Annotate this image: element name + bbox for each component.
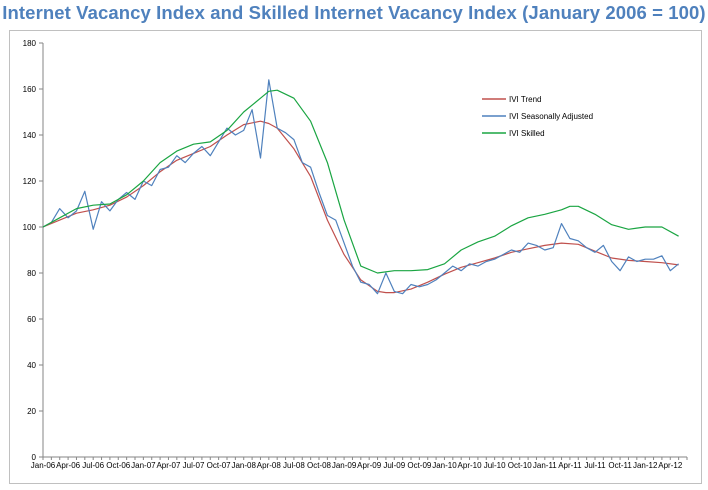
series-lines (42, 79, 679, 295)
x-tick-label: Oct-10 (508, 461, 533, 470)
x-tick-label: Jul-06 (82, 461, 104, 470)
legend: IVI Trend IVI Seasonally Adjusted IVI Skil… (482, 95, 593, 138)
x-tick-label: Apr-06 (56, 461, 81, 470)
y-tick-label: 120 (23, 177, 37, 186)
y-tick-label: 80 (27, 269, 36, 278)
x-tick-label: Apr-12 (658, 461, 683, 470)
chart-frame: 0 20 40 60 80 100 120 140 160 180 Jan-06 Apr-06 Jul… (9, 30, 702, 484)
x-tick-label: Jan-08 (231, 461, 256, 470)
x-tick-label: Jul-07 (183, 461, 205, 470)
x-tick-label: Apr-10 (458, 461, 483, 470)
y-tick-label: 100 (23, 223, 37, 232)
x-tick-label: Jan-10 (432, 461, 457, 470)
series-line-ivi-skilled (42, 89, 679, 274)
x-tick-label: Oct-11 (608, 461, 632, 470)
x-tick-label: Oct-08 (307, 461, 332, 470)
x-tick-label: Apr-09 (357, 461, 382, 470)
series-line-ivi-trend (42, 120, 679, 294)
y-axis-ticks: 0 20 40 60 80 100 120 140 160 180 (23, 39, 43, 462)
x-tick-label: Oct-06 (106, 461, 131, 470)
y-tick-label: 140 (23, 131, 37, 140)
x-tick-label: Jan-07 (131, 461, 156, 470)
chart-title: Internet Vacancy Index and Skilled Inter… (2, 2, 706, 23)
x-tick-label: Jan-11 (533, 461, 557, 470)
y-tick-label: 160 (23, 85, 37, 94)
legend-label-ivi-trend: IVI Trend (509, 95, 541, 104)
x-tick-label: Apr-08 (257, 461, 282, 470)
x-tick-label: Oct-09 (407, 461, 432, 470)
x-tick-label: Jan-09 (332, 461, 357, 470)
legend-label-ivi-seasonally-adjusted: IVI Seasonally Adjusted (509, 112, 593, 121)
y-tick-label: 40 (27, 361, 36, 370)
x-tick-label: Apr-11 (558, 461, 582, 470)
y-tick-label: 20 (27, 407, 36, 416)
y-tick-label: 0 (32, 453, 37, 462)
y-tick-label: 180 (23, 39, 37, 48)
x-tick-label: Oct-07 (207, 461, 232, 470)
x-axis-ticks: Jan-06 Apr-06 Jul-06 Oct-06 Jan-07 Apr-07 Jul-… (31, 457, 688, 470)
x-tick-label: Jul-10 (484, 461, 506, 470)
x-tick-label: Jan-12 (633, 461, 658, 470)
y-tick-label: 60 (27, 315, 36, 324)
axes (42, 43, 687, 458)
x-tick-label: Jul-08 (283, 461, 305, 470)
x-tick-label: Jul-11 (584, 461, 606, 470)
legend-label-ivi-skilled: IVI Skilled (509, 129, 545, 138)
series-line-ivi-seasonally-adjusted (42, 79, 679, 295)
x-tick-label: Jan-06 (31, 461, 56, 470)
x-tick-label: Jul-09 (383, 461, 405, 470)
x-tick-label: Apr-07 (156, 461, 181, 470)
